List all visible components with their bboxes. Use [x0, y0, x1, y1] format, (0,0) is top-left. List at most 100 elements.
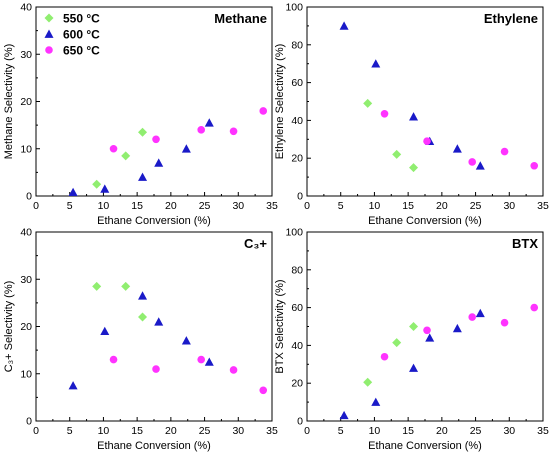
panel-title: C₃+ [244, 236, 267, 251]
data-point [500, 318, 509, 327]
data-point [475, 161, 485, 170]
x-tick-label: 30 [232, 425, 244, 437]
data-point [259, 386, 268, 395]
data-point [380, 109, 389, 118]
panel-methane: 0 5 10 15 20 25 30 35 0 10 20 30 40 Ethane Conversion… [3, 2, 278, 228]
y-tick-label: 100 [285, 227, 303, 239]
x-tick-label: 5 [338, 200, 344, 212]
data-point [138, 172, 148, 181]
series-650c [109, 107, 268, 153]
panel-title: Methane [214, 11, 267, 26]
data-point [109, 355, 118, 364]
series-650c [380, 109, 539, 170]
legend-label: 650 °C [63, 44, 100, 58]
x-tick-label: 10 [98, 425, 110, 437]
y-tick-label: 20 [291, 153, 303, 165]
y-tick-label: 60 [291, 77, 303, 89]
y-tick-label: 60 [291, 302, 303, 314]
data-point [380, 352, 389, 361]
data-point [92, 281, 102, 291]
panel-btx: 0 5 10 15 20 25 30 35 0 20 40 60 80 100 Ethane Convers… [274, 227, 549, 453]
y-tick-label: 20 [20, 321, 32, 333]
y-tick-label: 10 [20, 143, 32, 155]
y-tick-label: 40 [291, 340, 303, 352]
legend-marker [45, 46, 53, 54]
series-600c [339, 308, 485, 420]
data-point [468, 158, 477, 166]
series-600c [68, 118, 214, 197]
x-tick-label: 35 [537, 200, 549, 212]
series-550c [92, 127, 148, 189]
x-tick-label: 5 [67, 200, 73, 212]
panel-c3plus: 0 5 10 15 20 25 30 35 0 10 20 30 40 Ethane Conversion… [3, 227, 278, 453]
data-point [152, 135, 160, 144]
legend-marker [44, 13, 54, 23]
y-tick-label: 40 [20, 227, 32, 239]
x-tick-label: 5 [67, 425, 73, 437]
data-point [138, 312, 148, 322]
y-axis-title: BTX Selectivity (%) [274, 279, 286, 373]
y-tick-label: 40 [20, 2, 32, 14]
y-tick-label: 0 [26, 416, 32, 428]
x-axis-title: Ethane Conversion (%) [97, 440, 211, 452]
y-tick-label: 30 [20, 49, 32, 61]
series-550c [363, 322, 419, 387]
legend-label: 600 °C [63, 28, 100, 42]
x-axis-title: Ethane Conversion (%) [368, 440, 482, 452]
x-axis-title: Ethane Conversion (%) [97, 215, 211, 227]
data-point [423, 326, 431, 335]
series-600c [339, 21, 485, 170]
y-tick-label: 0 [26, 191, 32, 203]
x-axis-title: Ethane Conversion (%) [368, 215, 482, 227]
plot-frame [306, 6, 544, 197]
data-point [138, 291, 148, 300]
x-tick-label: 25 [470, 200, 482, 212]
y-tick-label: 30 [20, 274, 32, 286]
data-point [197, 126, 205, 134]
series-550c [92, 281, 148, 322]
y-tick-label: 20 [20, 96, 32, 108]
data-point [468, 313, 477, 321]
data-point [392, 338, 402, 348]
y-tick-label: 40 [291, 115, 303, 127]
data-point [68, 381, 78, 390]
data-point [138, 127, 148, 137]
data-point [121, 281, 131, 291]
data-point [152, 365, 160, 373]
x-tick-label: 10 [98, 200, 110, 212]
y-axis-title: Methane Selectivity (%) [3, 44, 15, 160]
x-tick-label: 15 [402, 425, 414, 437]
data-point [197, 355, 205, 364]
x-tick-label: 30 [503, 200, 515, 212]
x-tick-label: 20 [165, 200, 177, 212]
x-tick-label: 20 [436, 200, 448, 212]
x-tick-label: 15 [131, 425, 143, 437]
y-tick-label: 20 [291, 378, 303, 390]
data-point [363, 377, 373, 387]
x-tick-label: 20 [436, 425, 448, 437]
data-point [452, 323, 462, 333]
data-point [259, 107, 268, 115]
y-axis-title: Ethylene Selectivity (%) [274, 44, 286, 160]
x-tick-label: 25 [470, 425, 482, 437]
data-point [409, 163, 419, 173]
data-point [530, 161, 539, 170]
data-point [452, 144, 462, 153]
y-tick-label: 10 [20, 368, 32, 380]
legend: 550 °C 600 °C 650 °C [44, 12, 100, 58]
x-tick-label: 0 [33, 425, 39, 437]
x-tick-label: 0 [304, 200, 310, 212]
x-tick-label: 35 [266, 200, 278, 212]
y-tick-label: 80 [291, 264, 303, 276]
data-point [181, 144, 191, 153]
data-point [363, 98, 373, 108]
data-point [229, 366, 238, 374]
x-tick-label: 30 [232, 200, 244, 212]
data-point [204, 118, 214, 127]
y-tick-label: 0 [297, 416, 303, 428]
panel-title: BTX [512, 236, 538, 251]
data-point [423, 137, 431, 145]
x-tick-label: 5 [338, 425, 344, 437]
y-axis-title: C₃+ Selectivity (%) [3, 281, 15, 373]
